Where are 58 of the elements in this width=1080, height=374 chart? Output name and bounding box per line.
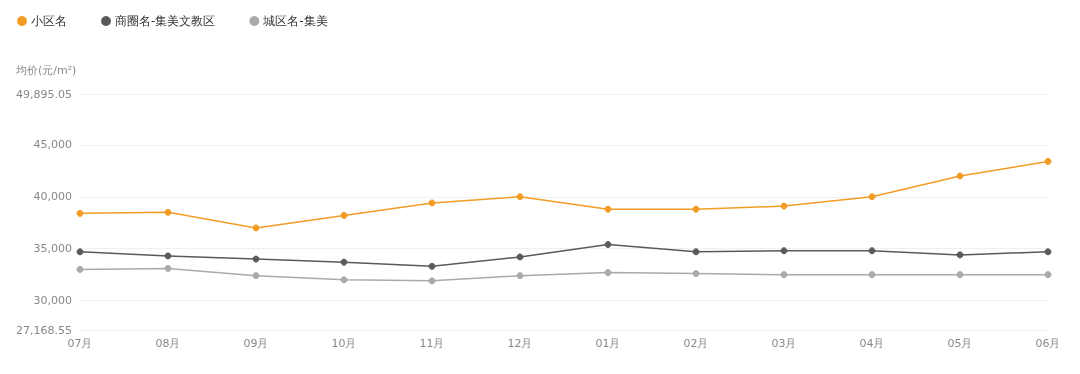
y-tick-label: 27,168.55 [16, 323, 72, 337]
point [604, 205, 612, 213]
point [76, 209, 84, 217]
point [780, 202, 788, 210]
point [428, 199, 436, 207]
x-tick-label: 10月 [331, 337, 357, 350]
point [428, 277, 436, 285]
y-tick-label: 35,000 [33, 242, 72, 256]
x-tick-label: 06月 [1035, 337, 1061, 350]
point [76, 248, 84, 256]
point [868, 247, 876, 255]
x-tick-label: 04月 [859, 337, 885, 350]
point [868, 271, 876, 279]
point [780, 247, 788, 255]
point [340, 258, 348, 266]
x-tick-label: 07月 [67, 337, 93, 350]
x-tick-label: 08月 [155, 337, 181, 350]
y-tick-label: 40,000 [33, 190, 72, 204]
y-tick-label: 45,000 [33, 138, 72, 152]
point [868, 193, 876, 201]
point [604, 241, 612, 249]
point [692, 270, 700, 278]
x-tick-label: 05月 [947, 337, 973, 350]
point [340, 211, 348, 219]
point [164, 208, 172, 216]
point [340, 276, 348, 284]
point [1044, 157, 1052, 165]
point [956, 172, 964, 180]
point [604, 269, 612, 277]
x-tick-label: 01月 [595, 337, 621, 350]
point [516, 193, 524, 201]
legend-label: 小区名 [31, 14, 67, 28]
x-tick-label: 09月 [243, 337, 269, 350]
point [692, 205, 700, 213]
legend-label: 城区名-集美 [262, 14, 328, 28]
point [252, 255, 260, 263]
point [1044, 271, 1052, 279]
point [76, 265, 84, 273]
point [516, 253, 524, 261]
x-tick-label: 11月 [419, 337, 445, 350]
x-tick-label: 12月 [507, 337, 533, 350]
y-tick-label: 30,000 [33, 294, 72, 308]
x-tick-label: 03月 [771, 337, 797, 350]
point [956, 271, 964, 279]
point [164, 264, 172, 272]
point [692, 248, 700, 256]
y-tick-label: 49,895.05 [16, 87, 72, 101]
y-axis-title: 均价(元/m²) [15, 64, 77, 77]
x-tick-label: 02月 [683, 337, 709, 350]
legend-label: 商圈名-集美文教区 [115, 14, 216, 28]
point [1044, 248, 1052, 256]
point [428, 262, 436, 270]
point [164, 252, 172, 260]
point [252, 272, 260, 280]
point [780, 271, 788, 279]
point [252, 224, 260, 232]
point [516, 272, 524, 280]
point [956, 251, 964, 259]
